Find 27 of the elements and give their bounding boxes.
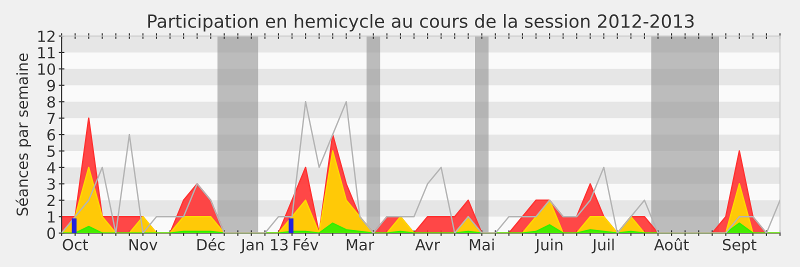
y-tick-label: 5	[48, 146, 55, 158]
x-tick-label: Avr	[415, 239, 440, 250]
y-tick-label: 2	[47, 194, 55, 206]
y-tick-label: 7	[48, 112, 55, 124]
y-tick-label: 6	[47, 129, 56, 141]
x-tick-label: Nov	[130, 239, 158, 250]
x-tick-label: Août	[654, 238, 689, 250]
y-tick-label: 4	[47, 162, 56, 174]
y-tick-label: 8	[47, 96, 55, 108]
x-tick-label: Jan 13	[240, 238, 288, 254]
x-tick-label: Sept	[722, 238, 756, 254]
y-tick-label: 3	[47, 178, 55, 190]
x-tick-label: Juil	[592, 238, 614, 254]
y-axis-title: Séances par semaine	[16, 53, 32, 216]
y-tick-label: 9	[47, 80, 55, 92]
y-tick-label: 11	[38, 47, 55, 58]
x-tick-label: Fév	[294, 238, 318, 250]
x-tick-label: Oct	[62, 238, 88, 250]
x-tick-label: Mai	[470, 238, 494, 250]
x-tick-label: Mar	[346, 239, 374, 250]
y-tick-label: 12	[38, 30, 55, 42]
y-tick-label: 1	[48, 211, 55, 222]
y-tick-label: 0	[47, 228, 56, 240]
y-tick-label: 10	[38, 63, 56, 75]
chart-title: Participation en hemicycle au cours de la session 2012-2013	[148, 14, 694, 32]
x-tick-label: Juin	[534, 238, 562, 254]
x-tick-label: Déc	[197, 238, 225, 250]
